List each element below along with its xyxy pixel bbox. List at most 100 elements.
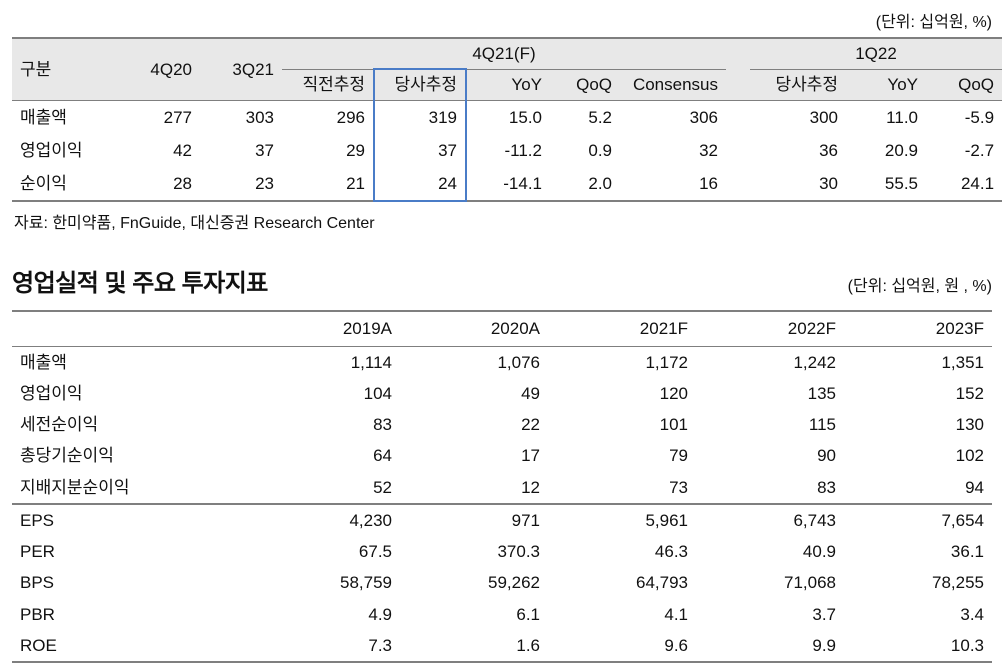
cell-value: 83	[373, 415, 392, 434]
col-group-4q21f: 4Q21(F)	[282, 38, 726, 70]
col-header-2023f: 2023F	[844, 311, 992, 347]
header-spacer	[726, 38, 750, 100]
cell-value: 296	[282, 99, 374, 134]
col-header-1q22-qoq: QoQ	[926, 69, 1003, 100]
cell-value: 17	[521, 446, 540, 466]
cell-value: 6,743	[696, 502, 844, 536]
cell-value: 277	[122, 99, 200, 134]
table-row-operating-profit: 영업이익 104 49 120 135 152	[12, 378, 992, 409]
year-header-row: 2019A 2020A 2021F 2022F 2023F	[12, 311, 992, 347]
spacer-cell	[726, 99, 750, 134]
row-label: 매출액	[12, 99, 122, 134]
row-label: ROE	[20, 635, 57, 655]
col-header-4q20: 4Q20	[122, 38, 200, 100]
cell-value: 46.3	[654, 542, 688, 561]
table-row-pbr: PBR 4.9 6.1 4.1 3.7 3.4	[12, 599, 992, 630]
cell-value: 90	[817, 446, 836, 466]
cell-value: 971	[400, 502, 548, 536]
cell-value: 64	[373, 446, 392, 466]
row-label: BPS	[20, 573, 55, 593]
cell-value: 1,242	[793, 352, 836, 372]
col-header-1q22-yoy: YoY	[846, 69, 926, 100]
cell-value: 20.9	[884, 140, 918, 160]
col-header-empty	[12, 311, 252, 347]
cell-value: 1,076	[497, 352, 540, 372]
cell-value: -14.1	[503, 174, 542, 193]
quarterly-estimates-table: 구분 4Q20 3Q21 4Q21(F) 1Q22 직전추정 당사추정 YoY …	[12, 37, 1003, 203]
table-row-revenue: 매출액 1,114 1,076 1,172 1,242 1,351	[12, 346, 992, 378]
cell-value: 67.5	[358, 542, 392, 561]
table-row-per: PER 67.5 370.3 46.3 40.9 36.1	[12, 536, 992, 567]
cell-value: 1,351	[941, 352, 984, 372]
cell-value: 37	[255, 140, 274, 160]
cell-value: 21	[346, 174, 365, 193]
section2-header: 영업실적 및 주요 투자지표 (단위: 십억원, 원 , %)	[12, 263, 992, 298]
cell-value: 135	[807, 383, 836, 403]
col-header-2021f: 2021F	[548, 311, 696, 347]
cell-value: 71,068	[784, 573, 836, 593]
unit-note-top: (단위: 십억원, %)	[875, 14, 992, 31]
cell-value: 16	[699, 174, 718, 193]
cell-value: 115	[808, 415, 836, 434]
cell-value: 4.1	[664, 604, 688, 624]
cell-value: 4.9	[368, 604, 392, 624]
cell-value: 9.9	[812, 635, 836, 655]
cell-value: 49	[521, 383, 540, 403]
cell-value: 370.3	[497, 542, 540, 561]
row-label: 순이익	[20, 174, 67, 193]
cell-value: 104	[363, 383, 392, 403]
cell-value: 3.7	[812, 604, 836, 624]
col-group-1q22: 1Q22	[750, 38, 1003, 70]
row-label: PBR	[20, 604, 55, 624]
cell-value: -11.2	[504, 140, 543, 160]
cell-value: 55.5	[884, 174, 918, 193]
row-label: 영업이익	[20, 383, 83, 403]
row-label: 총당기순이익	[20, 446, 114, 466]
row-label: 매출액	[20, 352, 67, 372]
col-header-qoq: QoQ	[550, 69, 620, 100]
cell-value: 78,255	[932, 573, 984, 593]
cell-value: 11.0	[846, 99, 926, 134]
col-header-our-estimate-highlighted: 당사추정	[373, 68, 467, 100]
cell-value: 306	[620, 99, 726, 134]
table-row-controlling-net-profit: 지배지분순이익 52 12 73 83 94	[12, 472, 992, 504]
cell-value: 303	[200, 99, 282, 134]
cell-value: 3.4	[960, 604, 984, 624]
row-label: 세전순이익	[20, 415, 99, 434]
cell-value-highlighted: 37	[373, 133, 467, 167]
cell-value: 36.1	[950, 542, 984, 561]
cell-value: 300	[750, 99, 846, 134]
cell-value: 0.9	[588, 140, 612, 160]
cell-value: 24.1	[960, 174, 995, 193]
table-row-net-profit: 순이익 28 23 21 24 -14.1 2.0 16 30 55.5 24.…	[12, 167, 1002, 203]
cell-value: 22	[521, 415, 540, 434]
cell-value: 101	[659, 415, 688, 434]
cell-value: 73	[669, 477, 688, 497]
table-row-bps: BPS 58,759 59,262 64,793 71,068 78,255	[12, 567, 992, 598]
cell-value: 52	[373, 477, 392, 497]
cell-value: 1,172	[645, 352, 688, 372]
cell-value: 130	[955, 415, 984, 434]
cell-value: 9.6	[664, 635, 688, 655]
row-label: 영업이익	[20, 140, 83, 160]
sub-header-row: 직전추정 당사추정 YoY QoQ Consensus 당사추정 YoY QoQ	[12, 68, 1003, 100]
cell-value: 30	[819, 174, 838, 193]
cell-value: 6.1	[516, 604, 540, 624]
cell-value: 29	[346, 140, 365, 160]
table-row-pretax-profit: 세전순이익 83 22 101 115 130	[12, 409, 992, 440]
row-label: PER	[20, 542, 55, 561]
col-header-yoy: YoY	[466, 69, 550, 100]
cell-value: 1,114	[350, 352, 392, 372]
cell-value: -2.7	[964, 140, 995, 160]
col-header-2019a: 2019A	[252, 311, 400, 347]
unit-note-section2: (단위: 십억원, 원 , %)	[847, 278, 992, 296]
col-header-3q21: 3Q21	[200, 38, 282, 100]
table-row-eps: EPS 4,230 971 5,961 6,743 7,654	[12, 502, 992, 536]
cell-value: 120	[659, 383, 688, 403]
cell-value: 4,230	[252, 502, 400, 536]
cell-value: 1.6	[516, 635, 540, 655]
table-row-operating-profit: 영업이익 42 37 29 37 -11.2 0.9 32 36 20.9 -2…	[12, 133, 1002, 167]
table-row-roe: ROE 7.3 1.6 9.6 9.9 10.3	[12, 630, 992, 662]
table-row-revenue: 매출액 277 303 296 319 15.0 5.2 306 300 11.…	[12, 99, 1003, 134]
